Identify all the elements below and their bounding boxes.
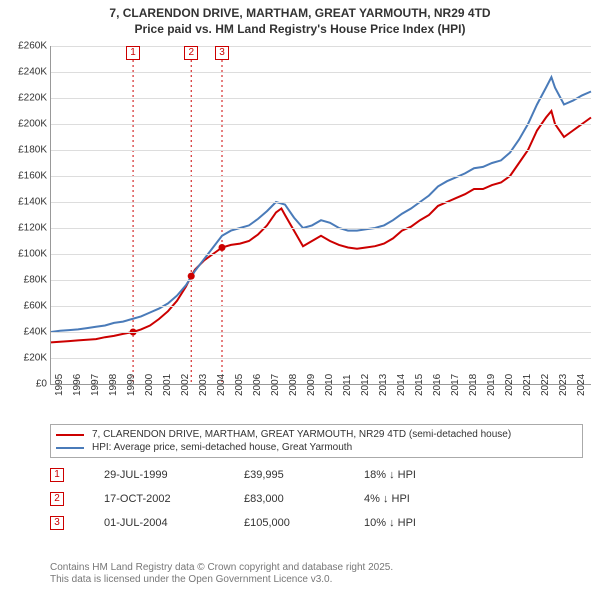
sale-pct-2: 4% ↓ HPI xyxy=(364,493,410,505)
y-tick-label: £220K xyxy=(3,93,47,104)
sale-marker-3: 3 xyxy=(50,516,64,530)
sale-date-1: 29-JUL-1999 xyxy=(104,469,204,481)
legend-swatch-price xyxy=(56,434,84,436)
gridline xyxy=(51,150,591,151)
x-tick-label: 2018 xyxy=(468,374,479,396)
x-tick-label: 2001 xyxy=(162,374,173,396)
sales-table: 1 29-JUL-1999 £39,995 18% ↓ HPI 2 17-OCT… xyxy=(50,468,416,540)
y-tick-label: £200K xyxy=(3,119,47,130)
gridline xyxy=(51,202,591,203)
x-tick-label: 2019 xyxy=(486,374,497,396)
footer-line2: This data is licensed under the Open Gov… xyxy=(50,574,590,586)
x-tick-label: 2022 xyxy=(540,374,551,396)
sale-marker-1: 1 xyxy=(50,468,64,482)
gridline xyxy=(51,254,591,255)
x-tick-label: 2011 xyxy=(342,374,353,396)
sale-price-2: £83,000 xyxy=(244,493,324,505)
chart-svg xyxy=(51,46,591,384)
gridline xyxy=(51,280,591,281)
sale-pct-1: 18% ↓ HPI xyxy=(364,469,416,481)
gridline xyxy=(51,72,591,73)
y-tick-label: £140K xyxy=(3,197,47,208)
gridline xyxy=(51,228,591,229)
x-tick-label: 1998 xyxy=(108,374,119,396)
y-tick-label: £40K xyxy=(3,327,47,338)
x-tick-label: 1997 xyxy=(90,374,101,396)
sale-point xyxy=(188,273,195,280)
y-tick-label: £260K xyxy=(3,41,47,52)
table-row: 3 01-JUL-2004 £105,000 10% ↓ HPI xyxy=(50,516,416,530)
marker-box: 2 xyxy=(184,46,198,60)
series-price_paid xyxy=(51,111,591,342)
footer-attribution: Contains HM Land Registry data © Crown c… xyxy=(50,562,590,586)
sale-price-3: £105,000 xyxy=(244,517,324,529)
legend: 7, CLARENDON DRIVE, MARTHAM, GREAT YARMO… xyxy=(50,424,583,458)
x-tick-label: 2000 xyxy=(144,374,155,396)
x-tick-label: 2012 xyxy=(360,374,371,396)
y-tick-label: £60K xyxy=(3,301,47,312)
table-row: 2 17-OCT-2002 £83,000 4% ↓ HPI xyxy=(50,492,416,506)
sale-marker-2: 2 xyxy=(50,492,64,506)
gridline xyxy=(51,98,591,99)
y-tick-label: £180K xyxy=(3,145,47,156)
x-tick-label: 2004 xyxy=(216,374,227,396)
legend-row-hpi: HPI: Average price, semi-detached house,… xyxy=(56,441,577,454)
legend-swatch-hpi xyxy=(56,447,84,449)
x-tick-label: 2024 xyxy=(576,374,587,396)
sale-price-1: £39,995 xyxy=(244,469,324,481)
x-tick-label: 1995 xyxy=(54,374,65,396)
series-hpi xyxy=(51,77,591,332)
y-tick-label: £0 xyxy=(3,379,47,390)
x-tick-label: 1996 xyxy=(72,374,83,396)
x-tick-label: 2020 xyxy=(504,374,515,396)
x-tick-label: 2016 xyxy=(432,374,443,396)
gridline xyxy=(51,358,591,359)
x-tick-label: 2010 xyxy=(324,374,335,396)
gridline xyxy=(51,306,591,307)
chart-title: 7, CLARENDON DRIVE, MARTHAM, GREAT YARMO… xyxy=(0,0,600,37)
y-tick-label: £100K xyxy=(3,249,47,260)
footer-line1: Contains HM Land Registry data © Crown c… xyxy=(50,562,590,574)
x-tick-label: 2015 xyxy=(414,374,425,396)
y-tick-label: £20K xyxy=(3,353,47,364)
x-tick-label: 2009 xyxy=(306,374,317,396)
legend-label-price: 7, CLARENDON DRIVE, MARTHAM, GREAT YARMO… xyxy=(92,429,511,440)
plot-area: £0£20K£40K£60K£80K£100K£120K£140K£160K£1… xyxy=(50,46,591,385)
sale-point xyxy=(219,244,226,251)
x-tick-label: 2021 xyxy=(522,374,533,396)
x-tick-label: 2005 xyxy=(234,374,245,396)
x-tick-label: 2006 xyxy=(252,374,263,396)
x-tick-label: 1999 xyxy=(126,374,137,396)
x-tick-label: 2007 xyxy=(270,374,281,396)
legend-label-hpi: HPI: Average price, semi-detached house,… xyxy=(92,442,352,453)
y-tick-label: £80K xyxy=(3,275,47,286)
y-tick-label: £160K xyxy=(3,171,47,182)
sale-date-2: 17-OCT-2002 xyxy=(104,493,204,505)
gridline xyxy=(51,332,591,333)
table-row: 1 29-JUL-1999 £39,995 18% ↓ HPI xyxy=(50,468,416,482)
x-tick-label: 2017 xyxy=(450,374,461,396)
sale-pct-3: 10% ↓ HPI xyxy=(364,517,416,529)
legend-row-price: 7, CLARENDON DRIVE, MARTHAM, GREAT YARMO… xyxy=(56,428,577,441)
y-tick-label: £240K xyxy=(3,67,47,78)
x-tick-label: 2008 xyxy=(288,374,299,396)
chart-container: 7, CLARENDON DRIVE, MARTHAM, GREAT YARMO… xyxy=(0,0,600,590)
x-tick-label: 2002 xyxy=(180,374,191,396)
x-tick-label: 2014 xyxy=(396,374,407,396)
marker-box: 3 xyxy=(215,46,229,60)
sale-date-3: 01-JUL-2004 xyxy=(104,517,204,529)
x-tick-label: 2013 xyxy=(378,374,389,396)
x-tick-label: 2003 xyxy=(198,374,209,396)
title-line1: 7, CLARENDON DRIVE, MARTHAM, GREAT YARMO… xyxy=(0,6,600,22)
title-line2: Price paid vs. HM Land Registry's House … xyxy=(0,22,600,38)
marker-box: 1 xyxy=(126,46,140,60)
gridline xyxy=(51,124,591,125)
gridline xyxy=(51,176,591,177)
y-tick-label: £120K xyxy=(3,223,47,234)
x-tick-label: 2023 xyxy=(558,374,569,396)
